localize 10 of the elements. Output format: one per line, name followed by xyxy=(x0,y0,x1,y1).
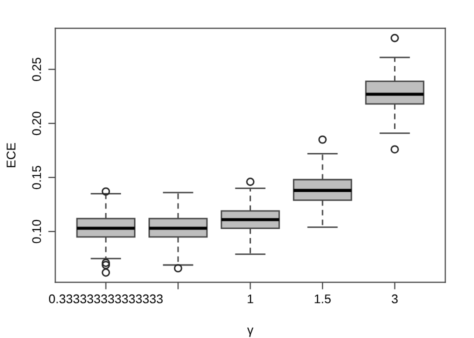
x-tick-label: 1 xyxy=(248,294,254,304)
y-tick-label: 0.10 xyxy=(32,220,42,244)
y-tick-label: 0.20 xyxy=(32,112,42,136)
x-tick-label: 3 xyxy=(392,294,398,304)
x-tick-label: 1.5 xyxy=(314,294,331,304)
y-tick-label: 0.15 xyxy=(32,166,42,190)
x-axis-title: γ xyxy=(247,328,254,337)
y-tick-label: 0.25 xyxy=(32,58,42,82)
y-axis-title: ECE xyxy=(6,142,16,168)
x-tick-label: 0.333333333333333 xyxy=(49,294,163,304)
